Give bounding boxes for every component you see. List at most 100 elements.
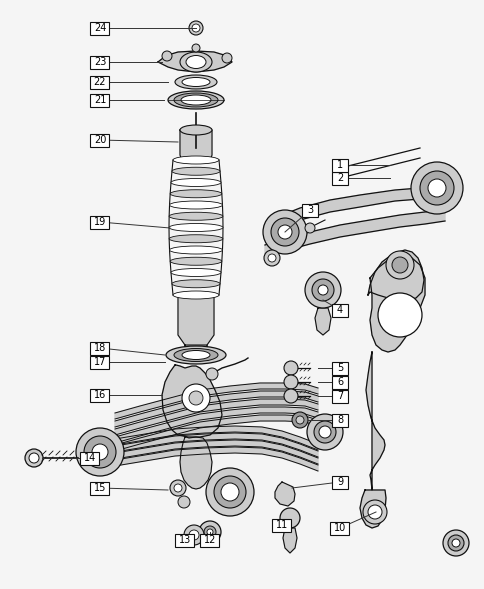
Circle shape xyxy=(304,223,314,233)
Ellipse shape xyxy=(167,91,224,109)
Circle shape xyxy=(207,529,212,535)
Ellipse shape xyxy=(168,223,223,231)
Circle shape xyxy=(304,272,340,308)
Circle shape xyxy=(284,375,297,389)
Bar xyxy=(332,171,348,184)
Bar xyxy=(332,475,348,488)
Ellipse shape xyxy=(173,156,219,164)
Circle shape xyxy=(206,468,254,516)
Circle shape xyxy=(92,444,108,460)
Circle shape xyxy=(192,44,199,52)
Circle shape xyxy=(311,279,333,301)
Text: 4: 4 xyxy=(336,305,342,315)
Bar xyxy=(175,534,194,547)
Bar xyxy=(91,216,109,229)
Bar xyxy=(91,356,109,369)
Polygon shape xyxy=(115,440,318,464)
Ellipse shape xyxy=(169,235,223,243)
Ellipse shape xyxy=(182,78,210,87)
Circle shape xyxy=(213,476,245,508)
Text: 23: 23 xyxy=(93,57,106,67)
Circle shape xyxy=(189,391,203,405)
Circle shape xyxy=(206,368,217,380)
Ellipse shape xyxy=(170,257,221,265)
Circle shape xyxy=(204,526,215,538)
Text: 8: 8 xyxy=(336,415,342,425)
Ellipse shape xyxy=(186,55,206,68)
Text: 15: 15 xyxy=(93,483,106,493)
Circle shape xyxy=(385,251,413,279)
Polygon shape xyxy=(115,447,318,471)
Polygon shape xyxy=(180,130,212,160)
Ellipse shape xyxy=(174,349,217,362)
Circle shape xyxy=(447,535,463,551)
Polygon shape xyxy=(367,250,423,300)
Text: 22: 22 xyxy=(93,77,106,87)
Circle shape xyxy=(268,254,275,262)
Circle shape xyxy=(178,496,190,508)
Bar xyxy=(200,534,219,547)
Ellipse shape xyxy=(166,346,226,364)
Bar xyxy=(91,389,109,402)
Bar xyxy=(332,158,348,171)
Circle shape xyxy=(25,449,43,467)
Circle shape xyxy=(263,250,279,266)
Polygon shape xyxy=(158,51,231,72)
Bar xyxy=(91,22,109,35)
Text: 16: 16 xyxy=(94,390,106,400)
Ellipse shape xyxy=(174,93,217,107)
Circle shape xyxy=(170,480,186,496)
Circle shape xyxy=(198,521,221,543)
Polygon shape xyxy=(283,528,296,553)
Text: 13: 13 xyxy=(179,535,191,545)
Circle shape xyxy=(318,426,330,438)
Polygon shape xyxy=(115,399,318,435)
Text: 14: 14 xyxy=(84,453,96,463)
Circle shape xyxy=(451,539,459,547)
Polygon shape xyxy=(115,391,318,427)
Polygon shape xyxy=(264,210,444,258)
Bar xyxy=(91,55,109,68)
Circle shape xyxy=(84,436,116,468)
Text: 12: 12 xyxy=(203,535,216,545)
Bar xyxy=(332,413,348,426)
Circle shape xyxy=(284,361,297,375)
Text: 11: 11 xyxy=(275,520,287,530)
Circle shape xyxy=(162,51,172,61)
Polygon shape xyxy=(115,383,318,419)
Circle shape xyxy=(362,500,386,524)
Circle shape xyxy=(221,483,239,501)
Ellipse shape xyxy=(182,350,210,359)
Bar xyxy=(80,452,99,465)
Text: 24: 24 xyxy=(93,23,106,33)
Bar xyxy=(91,134,109,147)
Circle shape xyxy=(222,53,231,63)
Circle shape xyxy=(29,453,39,463)
Text: 5: 5 xyxy=(336,363,342,373)
Bar xyxy=(332,362,348,375)
Text: 9: 9 xyxy=(336,477,342,487)
Polygon shape xyxy=(162,365,222,437)
Text: 18: 18 xyxy=(94,343,106,353)
Text: 1: 1 xyxy=(336,160,342,170)
Bar xyxy=(91,481,109,495)
Circle shape xyxy=(367,505,381,519)
Circle shape xyxy=(377,293,421,337)
Bar xyxy=(332,376,348,389)
Circle shape xyxy=(183,525,204,545)
Polygon shape xyxy=(115,433,318,457)
Circle shape xyxy=(295,416,303,424)
Ellipse shape xyxy=(169,201,222,209)
Text: 2: 2 xyxy=(336,173,342,183)
Text: 17: 17 xyxy=(93,357,106,367)
Circle shape xyxy=(291,412,307,428)
Polygon shape xyxy=(184,345,207,360)
Circle shape xyxy=(279,508,300,528)
Polygon shape xyxy=(369,255,424,352)
Text: 3: 3 xyxy=(306,205,312,215)
Circle shape xyxy=(391,257,407,273)
Circle shape xyxy=(189,21,203,35)
Circle shape xyxy=(277,225,291,239)
Polygon shape xyxy=(115,426,318,450)
Circle shape xyxy=(76,428,124,476)
